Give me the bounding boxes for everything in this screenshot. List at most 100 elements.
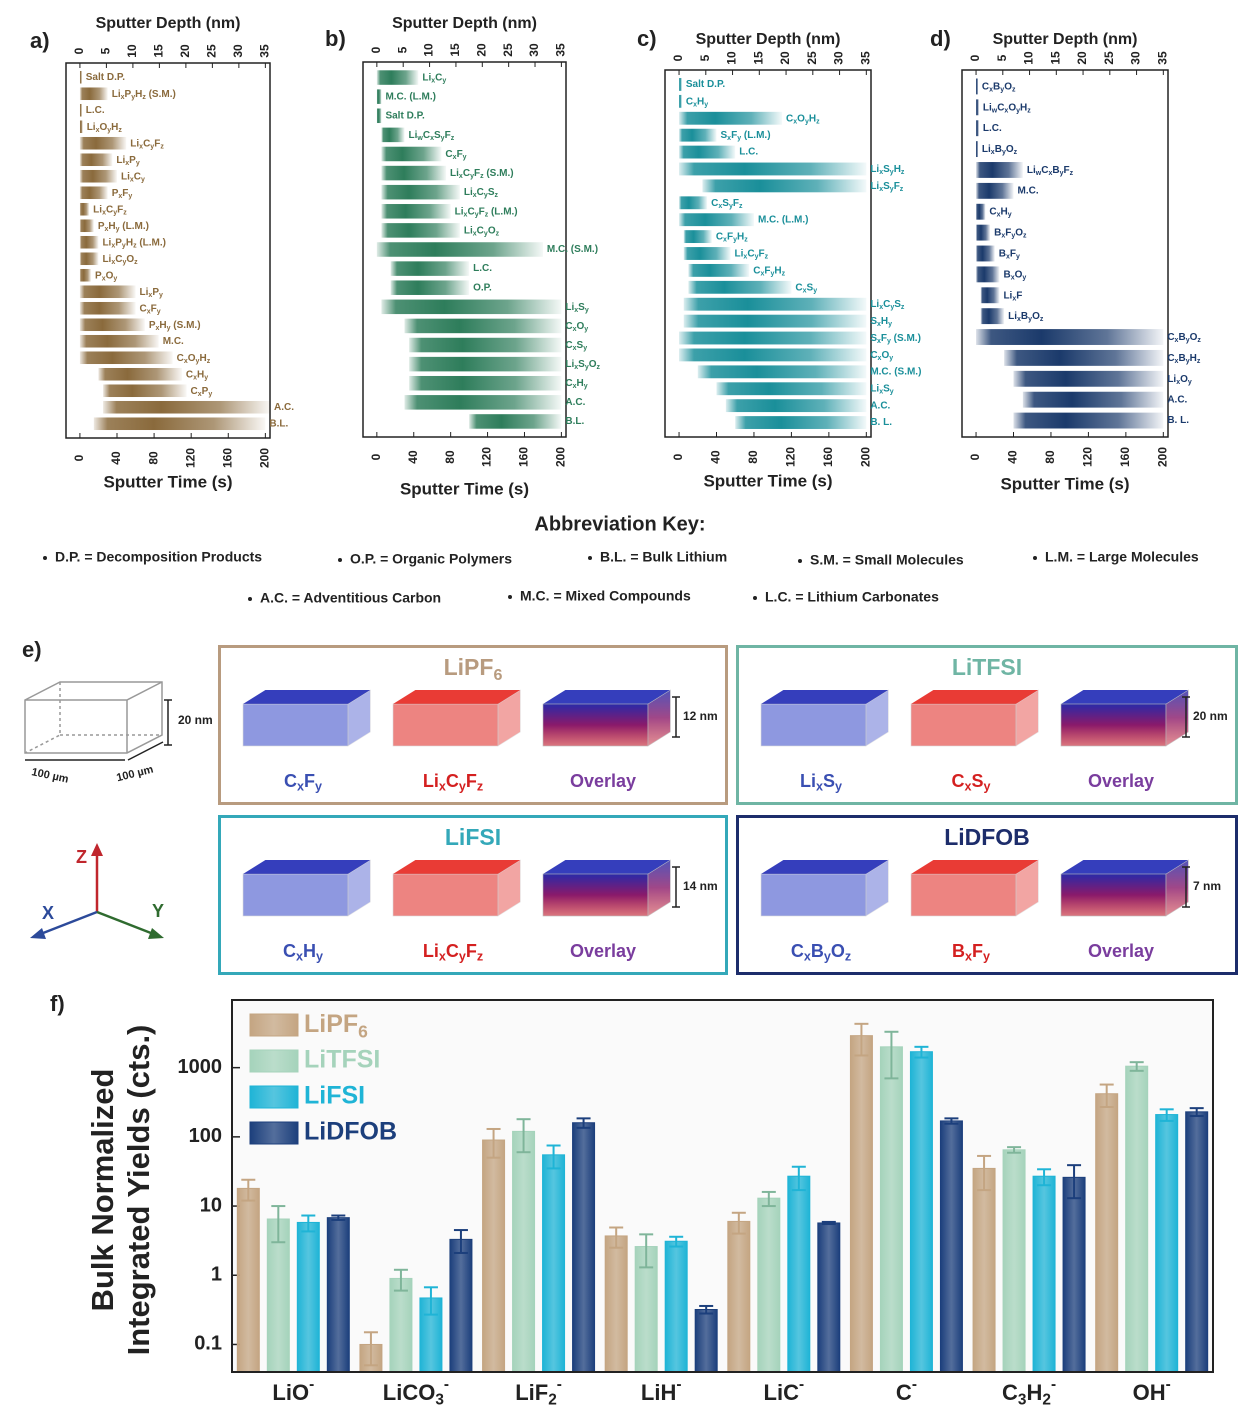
text-part: C [982,81,989,92]
text-part: y [890,389,894,396]
text-part: z [739,203,743,210]
text-part: 6 [493,666,502,684]
species-label: LixCyOz [464,225,500,237]
depth-profile-bar [976,183,1013,199]
depth-profile-bar [80,203,89,216]
text-part: z [451,135,455,142]
text-part: B [1052,165,1059,176]
text-part: y [141,176,145,183]
species-label: SxHy [870,316,892,328]
text-part: y [157,308,161,315]
sample-map-label: CxByOz [791,941,851,964]
text-part: y [128,193,132,200]
x-tick-label: C- [896,1376,917,1405]
panel-label: d) [930,26,951,51]
text-part: H [894,164,901,175]
text-part: z [134,259,138,266]
depth-profile-bar [377,242,543,257]
x2-tick-label: 10 [422,43,436,57]
x-tick-label: 200 [858,447,872,467]
text-part: y [704,101,708,108]
text-part: C [791,941,804,961]
x-tick-label: 40 [1006,450,1020,464]
x-tick-label: 40 [109,451,123,465]
species-label: SxFy (S.M.) [870,333,921,345]
x2-tick-label: 20 [474,43,488,57]
species-label: CxOyHz [177,352,211,364]
text-part: y [204,374,208,381]
panel-label: f) [50,991,65,1016]
key-item: L.M. = Large Molecules [1045,549,1199,565]
y-tick-label: 1000 [178,1056,223,1078]
species-label: LixByOz [982,144,1018,156]
text-part: Li [140,286,149,297]
bar [450,1239,472,1372]
species-label: A.C. [274,402,294,413]
text-part: y [889,355,893,362]
x2-axis-title: Sputter Depth (nm) [96,15,241,32]
text-part: LiC [764,1380,800,1405]
text-part: z [494,192,498,199]
text-part: (L.M.) [120,220,149,231]
text-part: B [1178,332,1185,343]
text-part: H [577,378,584,389]
depth-profile-bar [409,357,561,372]
depth-profile-bar [377,109,382,124]
x2-tick-label: 30 [832,51,846,65]
x-tick-label: 120 [1081,447,1095,467]
axis-x-label: X [42,903,54,923]
text-part: H [197,369,204,380]
depth-profile-bar [679,146,735,159]
bar [390,1278,412,1372]
x2-tick-label: 30 [1129,51,1143,65]
x2-tick-label: 35 [858,51,872,65]
text-part: C [711,197,718,208]
text-part: Li [982,144,991,155]
depth-profile-bar [409,376,561,391]
text-part: y [113,275,117,282]
depth-profile-bar [391,280,469,295]
depth-profile-bar [80,186,108,199]
key-title: Abbreviation Key: [534,513,705,535]
text-part: x [439,780,446,794]
sample-title: LiDFOB [944,824,1030,850]
scale-height: 20 nm [178,713,213,727]
depth-profile-bar [976,79,978,95]
text-part: y [208,391,212,398]
depth-profile-bar [94,417,266,430]
text-part: (S.M.) [484,168,514,179]
depth-profile-bar [80,153,112,166]
block-front [243,704,348,746]
bar [880,1047,902,1372]
key-item: A.C. = Adventitious Carbon [260,590,441,606]
text-part: F [466,941,477,961]
text-part: H [697,96,704,107]
x2-tick-label: 15 [448,43,462,57]
x2-tick-label: 15 [751,51,765,65]
x-tick-label: 120 [480,447,494,467]
text-part: Li [870,383,879,394]
text-part: Li [409,130,418,141]
text-part: z [207,358,211,365]
text-part: y [1188,379,1192,386]
bar [1186,1112,1208,1372]
text-part: y [459,950,466,964]
depth-profile-bar [684,315,867,328]
x2-axis-title: Sputter Depth (nm) [392,15,537,32]
x-tick-label: 160 [220,448,234,468]
text-part: Li [87,121,96,132]
scale-width: 100 µm [30,766,69,786]
render-block [243,860,370,916]
depth-profile-bar [98,368,181,381]
depth-profile-bar [103,384,186,397]
species-label: B.L. [565,416,584,427]
render-block [243,690,370,746]
text-part: Li [423,941,439,961]
block-front [543,874,648,916]
text-part: F [1016,290,1022,301]
render-block [1061,860,1188,916]
text-part: C [177,352,184,363]
text-part: 2 [548,1392,557,1408]
bullet [588,556,592,560]
render-block [543,860,670,916]
